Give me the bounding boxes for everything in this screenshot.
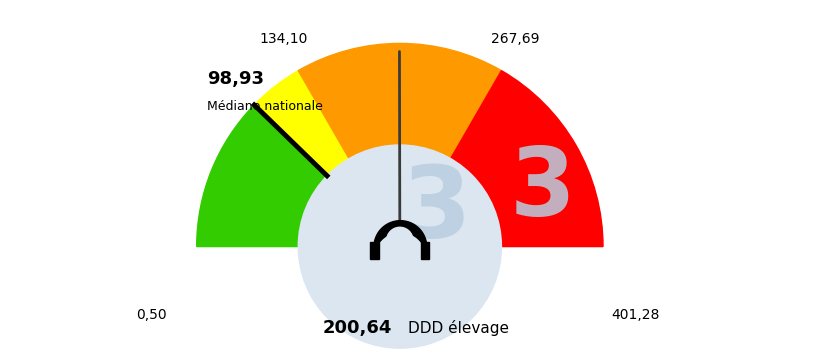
Circle shape xyxy=(298,145,500,348)
Text: Médiane nationale: Médiane nationale xyxy=(206,100,323,113)
Polygon shape xyxy=(370,242,378,259)
Text: 134,10: 134,10 xyxy=(260,32,308,46)
Text: DDD élevage: DDD élevage xyxy=(408,320,509,336)
Circle shape xyxy=(387,227,413,254)
Text: 267,69: 267,69 xyxy=(491,32,539,46)
Wedge shape xyxy=(450,71,602,247)
Text: 401,28: 401,28 xyxy=(611,307,659,322)
Text: 98,93: 98,93 xyxy=(206,70,264,88)
Wedge shape xyxy=(197,105,327,247)
Text: 3: 3 xyxy=(401,162,471,258)
Text: 200,64: 200,64 xyxy=(322,319,391,337)
Text: 3: 3 xyxy=(509,144,574,236)
Text: 0,50: 0,50 xyxy=(136,307,166,322)
Wedge shape xyxy=(298,43,500,159)
Polygon shape xyxy=(421,242,429,259)
Wedge shape xyxy=(254,71,349,176)
